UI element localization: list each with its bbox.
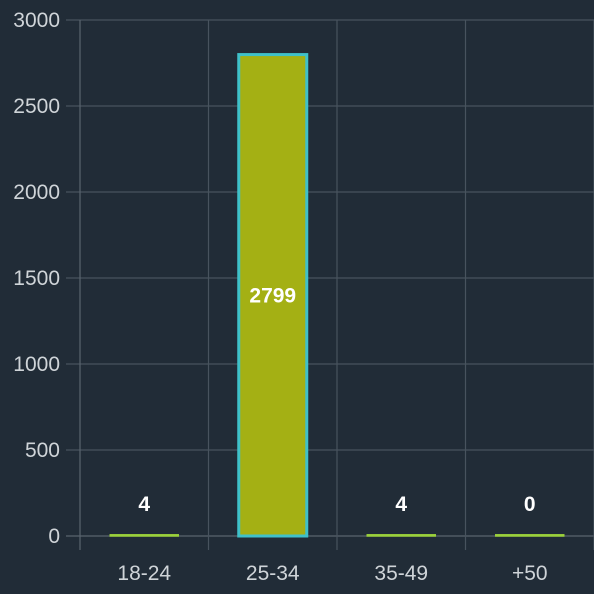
x-tick-label: 18-24	[117, 562, 171, 585]
x-tick-label: 35-49	[374, 562, 428, 585]
y-tick-label: 1000	[13, 353, 60, 376]
bar-value-label: 0	[524, 493, 536, 516]
bars	[109, 53, 565, 538]
bar-value-label: 4	[395, 493, 407, 516]
y-tick-label: 500	[25, 439, 60, 462]
y-tick-label: 2500	[13, 95, 60, 118]
grid	[66, 19, 594, 550]
bar[interactable]	[109, 534, 179, 537]
data-labels: 4 2799 4 0	[138, 284, 535, 516]
bar[interactable]	[366, 534, 436, 537]
y-tick-label: 3000	[13, 9, 60, 32]
y-tick-label: 0	[48, 525, 60, 548]
x-axis: 18-24 25-34 35-49 +50	[117, 562, 547, 585]
bar[interactable]	[237, 53, 309, 538]
bar-value-label: 2799	[249, 284, 296, 307]
y-tick-label: 1500	[13, 267, 60, 290]
y-axis: 0 500 1000 1500 2000 2500 3000	[13, 9, 60, 548]
x-tick-label: +50	[512, 562, 548, 585]
x-tick-label: 25-34	[246, 562, 300, 585]
bar[interactable]	[495, 534, 565, 537]
bar-value-label: 4	[138, 493, 150, 516]
y-tick-label: 2000	[13, 181, 60, 204]
